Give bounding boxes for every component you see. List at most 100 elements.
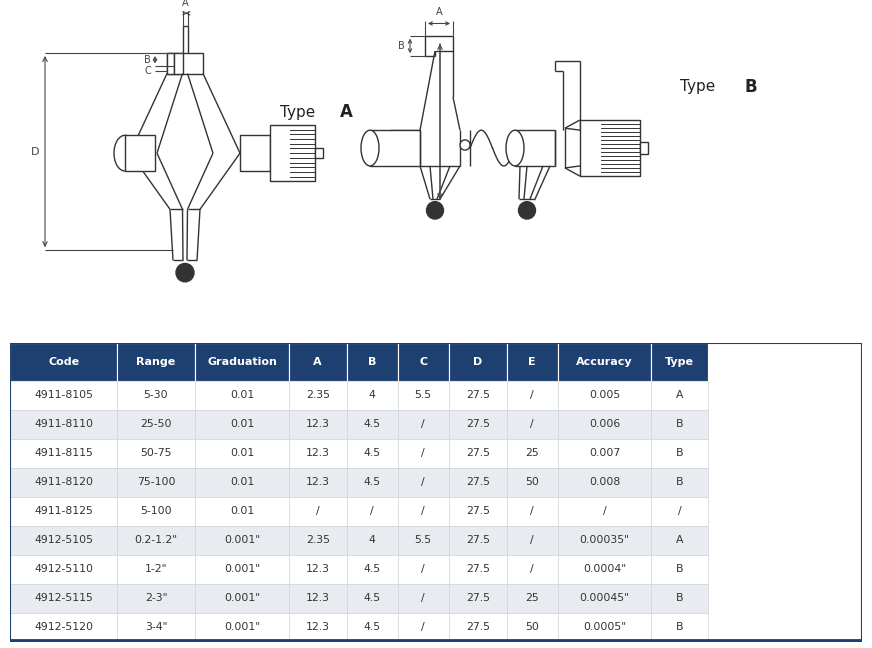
Text: Range: Range (136, 357, 175, 367)
Text: 4.5: 4.5 (364, 448, 381, 458)
Text: 4.5: 4.5 (364, 622, 381, 632)
Text: 0.2-1.2": 0.2-1.2" (134, 535, 178, 545)
Bar (117, 612, 195, 642)
Text: 5-100: 5-100 (140, 506, 172, 516)
Bar (507, 612, 558, 642)
Text: B: B (676, 564, 684, 574)
Text: 0.008: 0.008 (589, 477, 620, 487)
Bar (651, 468, 708, 496)
Bar (289, 381, 347, 410)
Text: 0.01: 0.01 (230, 390, 254, 400)
Bar (347, 439, 398, 468)
Bar (449, 555, 507, 584)
Text: /: / (530, 564, 534, 574)
Bar (398, 496, 449, 526)
Bar (117, 584, 195, 612)
Bar (117, 343, 195, 381)
Text: 2.35: 2.35 (306, 535, 330, 545)
Text: 4: 4 (369, 535, 376, 545)
Bar (347, 526, 398, 555)
Bar (398, 343, 449, 381)
Text: B: B (676, 477, 684, 487)
Text: 50-75: 50-75 (140, 448, 172, 458)
Bar (507, 584, 558, 612)
Bar (347, 555, 398, 584)
Text: 12.3: 12.3 (306, 564, 330, 574)
Text: 12.3: 12.3 (306, 622, 330, 632)
Text: A: A (340, 103, 353, 121)
Text: 4912-5105: 4912-5105 (34, 535, 93, 545)
Bar (10, 410, 117, 439)
Bar (558, 381, 651, 410)
Text: 0.01: 0.01 (230, 448, 254, 458)
Bar (558, 468, 651, 496)
Bar (117, 496, 195, 526)
Bar (195, 381, 289, 410)
Text: 4911-8110: 4911-8110 (34, 419, 93, 429)
Text: 4912-5115: 4912-5115 (34, 593, 93, 603)
Text: /: / (530, 390, 534, 400)
Text: 2.35: 2.35 (306, 390, 330, 400)
Bar (10, 439, 117, 468)
Text: 1-2": 1-2" (145, 564, 167, 574)
Text: 0.00035": 0.00035" (580, 535, 630, 545)
Text: 27.5: 27.5 (466, 593, 490, 603)
Bar (449, 468, 507, 496)
Bar (651, 496, 708, 526)
Text: /: / (371, 506, 374, 516)
Bar (651, 526, 708, 555)
Bar (347, 343, 398, 381)
Text: 4911-8115: 4911-8115 (34, 448, 93, 458)
Text: 0.01: 0.01 (230, 477, 254, 487)
Text: 50: 50 (525, 622, 539, 632)
Text: /: / (678, 506, 682, 516)
Text: Type: Type (280, 105, 320, 120)
Text: 27.5: 27.5 (466, 535, 490, 545)
Bar (398, 410, 449, 439)
Text: B: B (368, 357, 377, 367)
Text: 0.01: 0.01 (230, 506, 254, 516)
Text: C: C (419, 357, 427, 367)
Bar (195, 555, 289, 584)
Bar (558, 439, 651, 468)
Text: /: / (530, 506, 534, 516)
Bar (398, 439, 449, 468)
Text: /: / (421, 506, 425, 516)
Bar (289, 496, 347, 526)
Text: D: D (31, 146, 39, 157)
Bar (289, 526, 347, 555)
Bar (195, 468, 289, 496)
Text: /: / (421, 593, 425, 603)
Text: Graduation: Graduation (207, 357, 277, 367)
Bar (240, 135, 270, 171)
Bar (558, 584, 651, 612)
Bar (10, 612, 117, 642)
Text: /: / (421, 622, 425, 632)
Text: 0.0004": 0.0004" (583, 564, 626, 574)
Bar (289, 612, 347, 642)
Text: 27.5: 27.5 (466, 622, 490, 632)
Bar (167, 53, 174, 73)
Text: /: / (530, 419, 534, 429)
Text: /: / (421, 477, 425, 487)
Text: A: A (676, 390, 684, 400)
Text: D: D (473, 357, 482, 367)
Text: /: / (530, 535, 534, 545)
Bar (195, 343, 289, 381)
Text: B: B (399, 41, 405, 51)
Bar (651, 584, 708, 612)
Bar (651, 612, 708, 642)
Text: 0.007: 0.007 (589, 448, 620, 458)
Text: 5.5: 5.5 (415, 535, 432, 545)
Bar (558, 555, 651, 584)
Bar (289, 439, 347, 468)
Bar (449, 584, 507, 612)
Bar (195, 496, 289, 526)
Bar (195, 584, 289, 612)
Text: 27.5: 27.5 (466, 448, 490, 458)
Circle shape (460, 140, 470, 150)
Bar (449, 526, 507, 555)
Bar (10, 343, 117, 381)
Text: 12.3: 12.3 (306, 419, 330, 429)
Bar (507, 526, 558, 555)
